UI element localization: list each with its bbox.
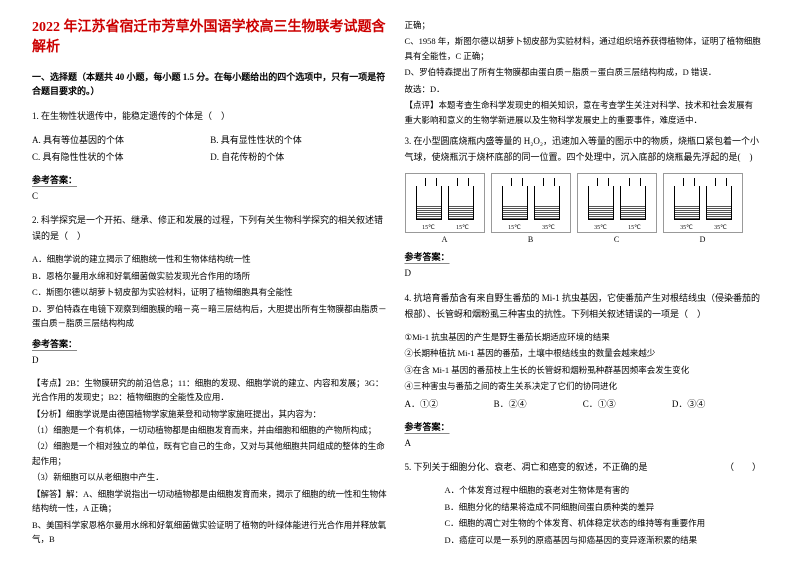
left-column: 2022 年江苏省宿迁市芳草外国语学校高三生物联考试题含解析 一、选择题（本题共… (24, 18, 397, 543)
diag-a-t1: 15℃ (414, 224, 444, 231)
diag-a-t2: 15℃ (448, 224, 478, 231)
q4-ans: A (405, 435, 762, 451)
q5-opt-c: C．细胞的凋亡对生物的个体发育、机体稳定状态的维持等有重要作用 (405, 516, 762, 530)
r-cont-1: 正确； (405, 18, 762, 32)
r-cont-2: C、1958 年，斯图尔德以胡萝卜韧皮部为实验材料，通过组织培养获得植物体，证明… (405, 34, 762, 63)
diag-b-label: B (491, 235, 571, 244)
diag-d-label: D (663, 235, 743, 244)
q3-stem: 3. 在小型圆底烧瓶内盛等量的 H₂O₂，迅速加入等量的图示中的物质，烧瓶口紧包… (405, 133, 762, 165)
r-cont-3: D、罗伯特森提出了所有生物膜都由蛋白质－脂质－蛋白质三层结构构成，D 错误． (405, 65, 762, 79)
q2-opt-a: A．细胞学说的建立揭示了细胞统一性和生物体结构统一性 (32, 252, 389, 266)
q2-fenxi: 【分析】细胞学说是由德国植物学家施莱登和动物学家施旺提出，其内容为： (32, 407, 389, 421)
q4-l2: ②长期种植抗 Mi-1 基因的番茄，土壤中根结线虫的数量会越来越少 (405, 346, 762, 360)
q5-opt-b: B．细胞分化的结果将造成不同细胞间蛋白质种类的差异 (405, 500, 762, 514)
diag-c-label: C (577, 235, 657, 244)
q1-opt-c: C. 具有隐性性状的个体 (32, 149, 210, 165)
q3-diagrams: 15℃ 15℃ A 15℃ 35℃ B 35℃ 15℃ C (405, 173, 762, 244)
q1-opt-d: D. 自花传粉的个体 (210, 149, 388, 165)
q2-fx2: （2）细胞是一个相对独立的单位，既有它自己的生命，又对与其他细胞共同组成的整体的… (32, 439, 389, 468)
q5-stem: 5. 下列关于细胞分化、衰老、凋亡和癌变的叙述，不正确的是 （ ） (405, 459, 762, 475)
q2-kaodian: 【考点】2B：生物膜研究的前沿信息；11：细胞的发现、细胞学说的建立、内容和发展… (32, 376, 389, 405)
q5-opt-a: A．个体发育过程中细胞的衰老对生物体是有害的 (405, 483, 762, 497)
q1-opt-a: A. 具有等位基因的个体 (32, 132, 210, 148)
diagram-d: 35℃ 35℃ D (663, 173, 743, 244)
diag-d-t1: 35℃ (672, 224, 702, 231)
r-cont-4: 故选：D． (405, 82, 762, 96)
q4-stem: 4. 抗培育番茄含有来自野生番茄的 Mi-1 抗虫基因，它使番茄产生对根结线虫（… (405, 290, 762, 322)
exam-title: 2022 年江苏省宿迁市芳草外国语学校高三生物联考试题含解析 (32, 18, 389, 57)
diagram-c: 35℃ 15℃ C (577, 173, 657, 244)
q2-jiedai: 【解答】解：A、细胞学说指出一切动植物都是由细胞发育而来，揭示了细胞的统一性和生… (32, 487, 389, 516)
q5-stem-text: 5. 下列关于细胞分化、衰老、凋亡和癌变的叙述，不正确的是 (405, 462, 648, 472)
q2-fx3: （3）新细胞可以从老细胞中产生． (32, 470, 389, 484)
q2-stem: 2. 科学探究是一个开拓、继承、修正和发展的过程，下列有关生物科学探究的相关叙述… (32, 212, 389, 244)
q3-ans: D (405, 265, 762, 281)
q1-opt-b: B. 具有显性性状的个体 (210, 132, 388, 148)
q4-l3: ③在含 Mi-1 基因的番茄枝上生长的长管蚜和烟粉虱种群基因频率会发生变化 (405, 363, 762, 377)
q4-opt-a: A．①② (405, 396, 494, 412)
q4-options: A．①② B．②④ C．①③ D．③④ (405, 396, 762, 412)
q3-ans-label: 参考答案： (405, 250, 762, 263)
diag-d-t2: 35℃ (706, 224, 736, 231)
q2-ans: D (32, 352, 389, 368)
section-1-head: 一、选择题（本题共 40 小题，每小题 1.5 分。在每小题给出的四个选项中，只… (32, 71, 389, 98)
diagram-a: 15℃ 15℃ A (405, 173, 485, 244)
q4-ans-label: 参考答案： (405, 420, 762, 433)
diag-b-t2: 35℃ (534, 224, 564, 231)
q4-l1: ①Mi-1 抗虫基因的产生是野生番茄长期适应环境的结果 (405, 330, 762, 344)
diag-c-t2: 15℃ (620, 224, 650, 231)
q2-opt-d: D．罗伯特森在电镜下观察到细胞膜的暗－亮－暗三层结构后，大胆提出所有生物膜都由脂… (32, 302, 389, 331)
q1-options: A. 具有等位基因的个体 B. 具有显性性状的个体 C. 具有隐性性状的个体 D… (32, 132, 389, 164)
q4-opt-d: D．③④ (672, 396, 761, 412)
diag-b-t1: 15℃ (500, 224, 530, 231)
q5-opt-d: D．癌症可以是一系列的原癌基因与抑癌基因的变异逐渐积累的结果 (405, 533, 762, 547)
right-column: 正确； C、1958 年，斯图尔德以胡萝卜韧皮部为实验材料，通过组织培养获得植物… (397, 18, 770, 543)
diag-a-label: A (405, 235, 485, 244)
diag-c-t1: 35℃ (586, 224, 616, 231)
q2-opt-c: C．斯图尔德以胡萝卜韧皮部为实验材料，证明了植物细胞具有全能性 (32, 285, 389, 299)
diagram-b: 15℃ 35℃ B (491, 173, 571, 244)
q2-ans-label: 参考答案： (32, 337, 389, 350)
q4-opt-b: B．②④ (494, 396, 583, 412)
q5-paren: （ ） (725, 459, 761, 475)
q1-ans-label: 参考答案： (32, 173, 389, 186)
q1-stem: 1. 在生物性状遗传中，能稳定遗传的个体是（ ） (32, 108, 389, 124)
q2-jd-b: B、美国科学家恩格尔曼用水绵和好氧细菌做实验证明了植物的叶绿体能进行光合作用并释… (32, 518, 389, 547)
q4-l4: ④三种害虫与番茄之间的寄生关系决定了它们的协同进化 (405, 379, 762, 393)
q2-fx1: （1）细胞是一个有机体，一切动植物都是由细胞发育而来，并由细胞和细胞的产物所构成… (32, 423, 389, 437)
q2-opt-b: B．恩格尔曼用水绵和好氧细菌做实验发现光合作用的场所 (32, 269, 389, 283)
q4-opt-c: C．①③ (583, 396, 672, 412)
q1-ans: C (32, 188, 389, 204)
r-cont-5: 【点评】本题考查生命科学发现史的相关知识，意在考查学生关注对科学、技术和社会发展… (405, 98, 762, 127)
